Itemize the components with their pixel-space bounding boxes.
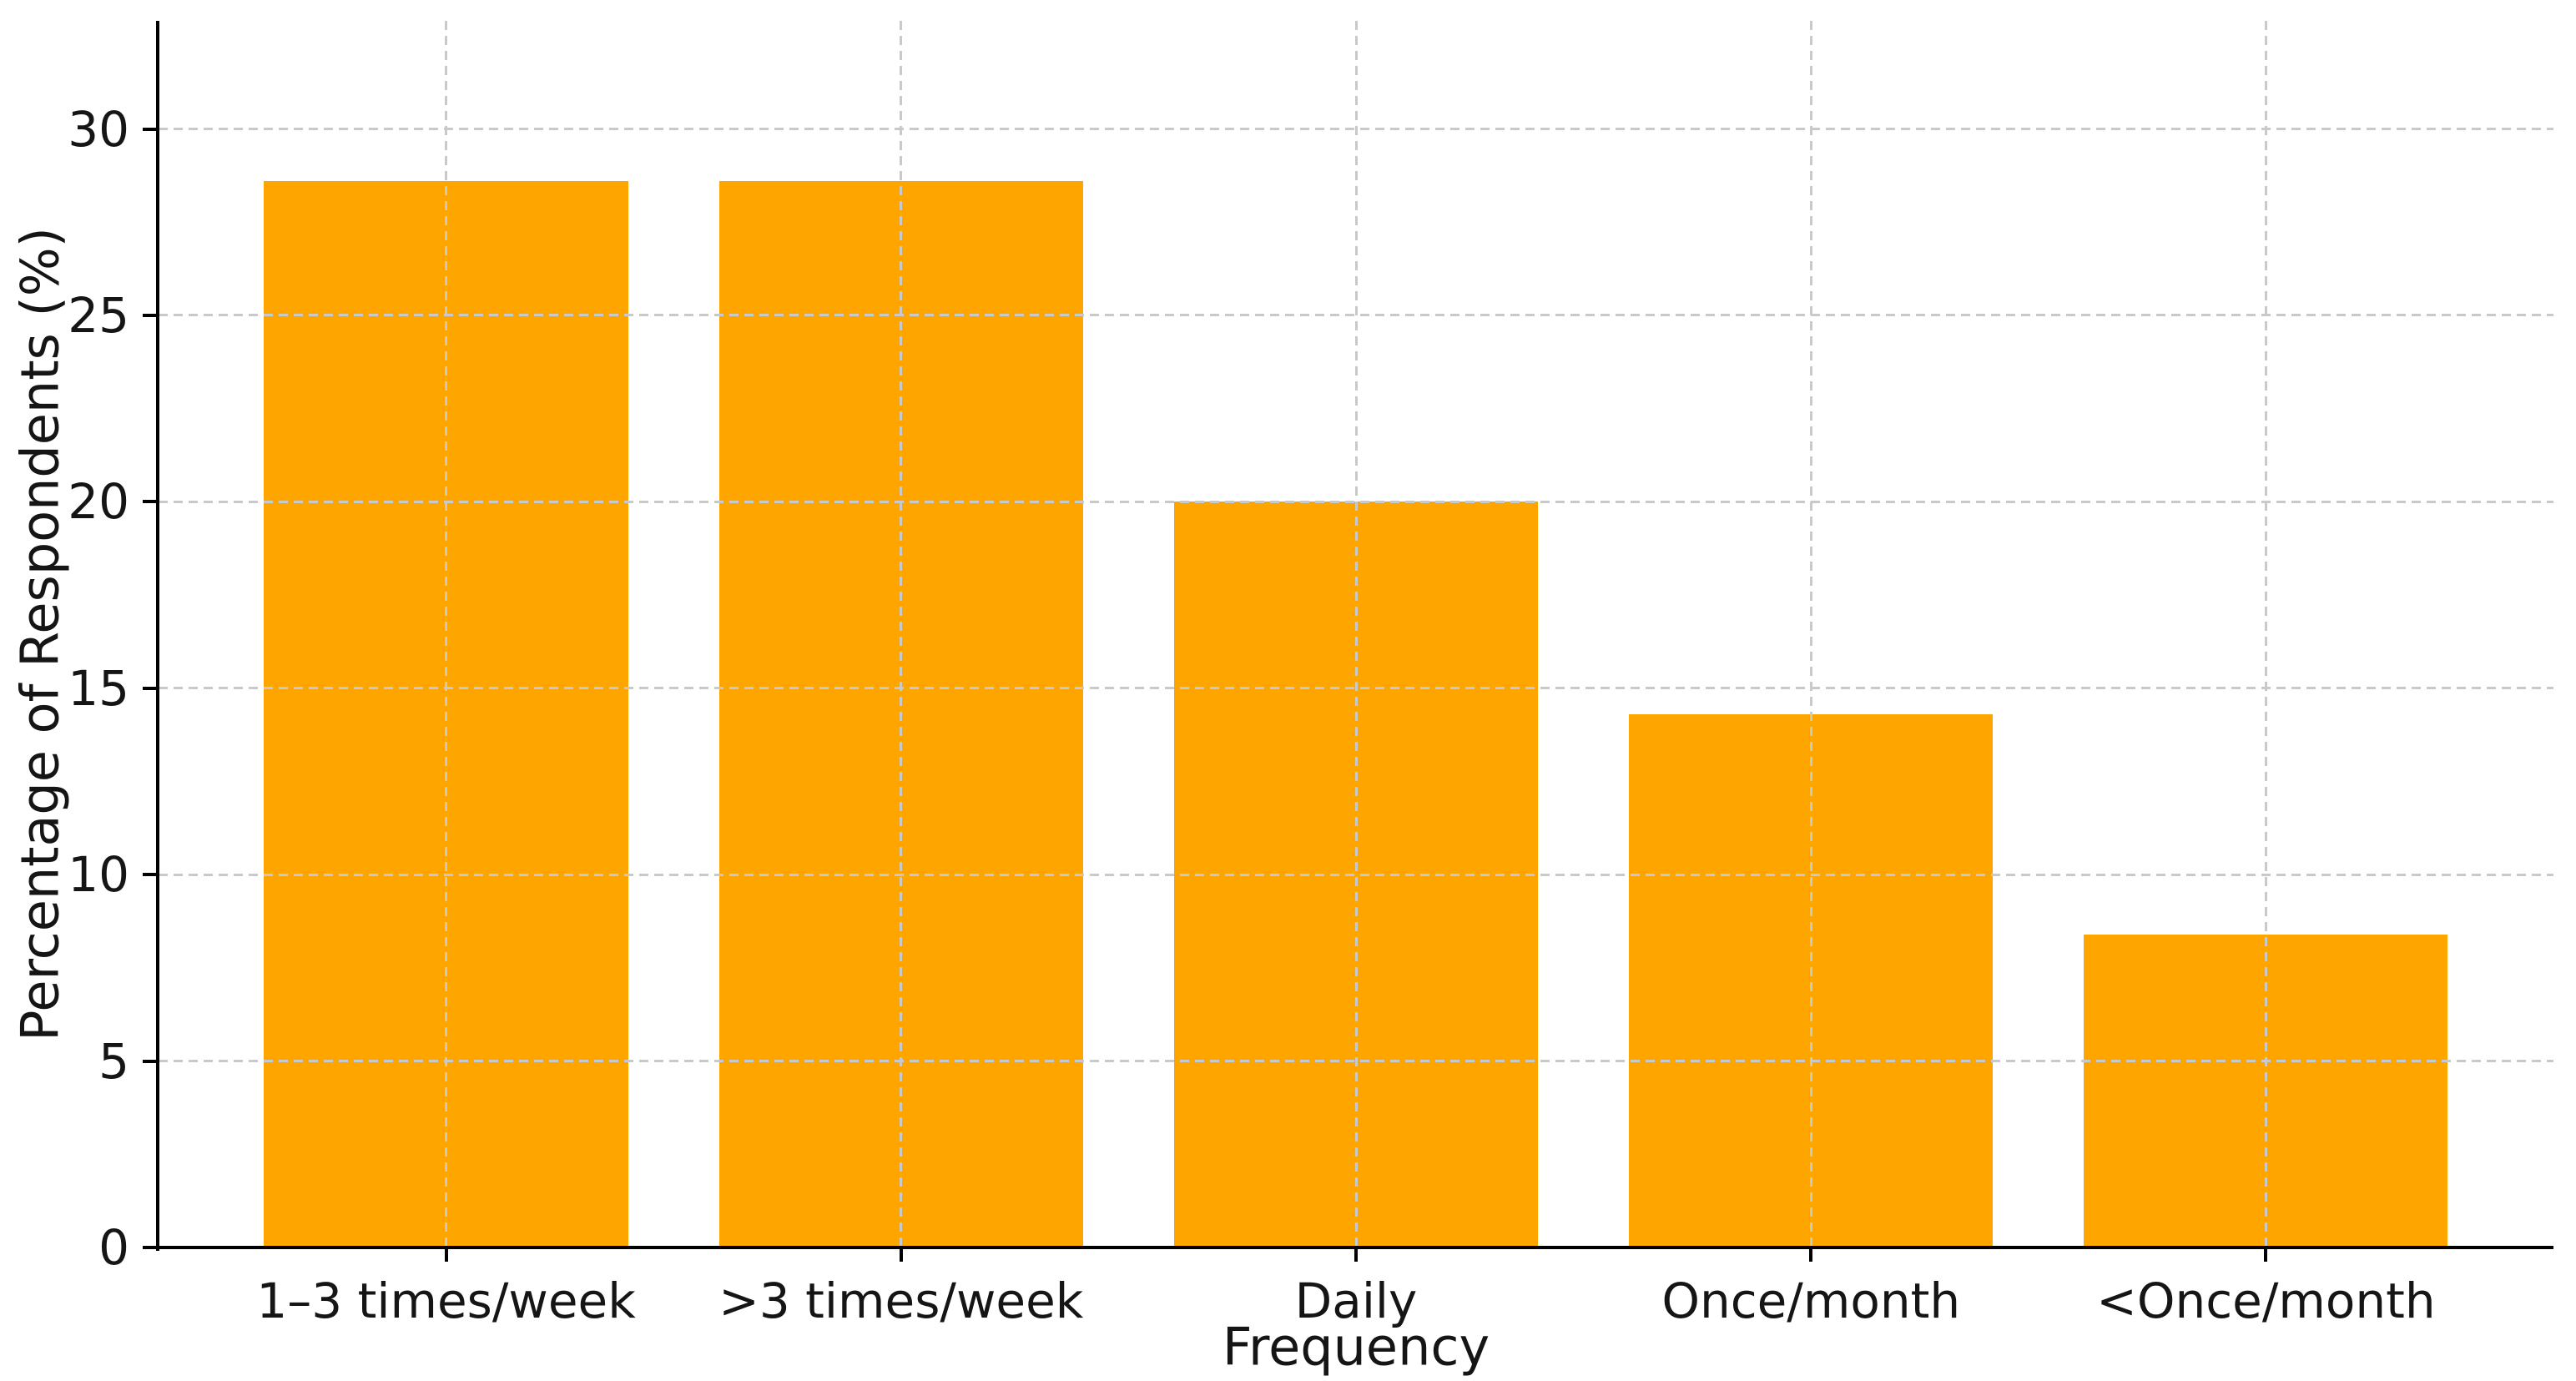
y-tick — [143, 686, 156, 690]
y-axis-label: Percentage of Respondents (%) — [9, 227, 71, 1041]
x-axis-label: Frequency — [1222, 1316, 1490, 1378]
v-gridline — [1354, 21, 1358, 1247]
y-tick-label: 15 — [68, 659, 129, 717]
y-tick — [143, 127, 156, 131]
x-tick — [1809, 1249, 1813, 1262]
x-tick — [1354, 1249, 1358, 1262]
x-tick — [2264, 1249, 2268, 1262]
v-gridline — [900, 21, 903, 1247]
x-tick-label: >3 times/week — [718, 1273, 1084, 1329]
y-tick — [143, 500, 156, 504]
x-tick-label: Once/month — [1661, 1273, 1961, 1329]
y-axis-spine — [156, 21, 159, 1251]
x-tick-label: Daily — [1294, 1273, 1418, 1329]
y-tick — [143, 1059, 156, 1063]
y-tick — [143, 313, 156, 317]
v-gridline — [445, 21, 448, 1247]
v-gridline — [1809, 21, 1812, 1247]
v-gridline — [2264, 21, 2267, 1247]
y-tick-label: 10 — [68, 846, 129, 904]
y-tick-label: 0 — [98, 1219, 129, 1276]
y-tick — [143, 873, 156, 877]
y-tick — [143, 1246, 156, 1249]
y-tick-label: 25 — [68, 286, 129, 344]
x-axis-spine — [156, 1246, 2553, 1249]
x-tick-label: 1–3 times/week — [256, 1273, 636, 1329]
y-tick-label: 5 — [98, 1032, 129, 1090]
x-tick — [444, 1249, 448, 1262]
y-tick-label: 20 — [68, 473, 129, 531]
y-tick-label: 30 — [68, 100, 129, 158]
x-tick-label: <Once/month — [2096, 1273, 2436, 1329]
x-tick — [899, 1249, 903, 1262]
plot-area: 0 5 10 15 20 25 30 1–3 times/week >3 times/week D… — [68, 21, 2553, 1328]
